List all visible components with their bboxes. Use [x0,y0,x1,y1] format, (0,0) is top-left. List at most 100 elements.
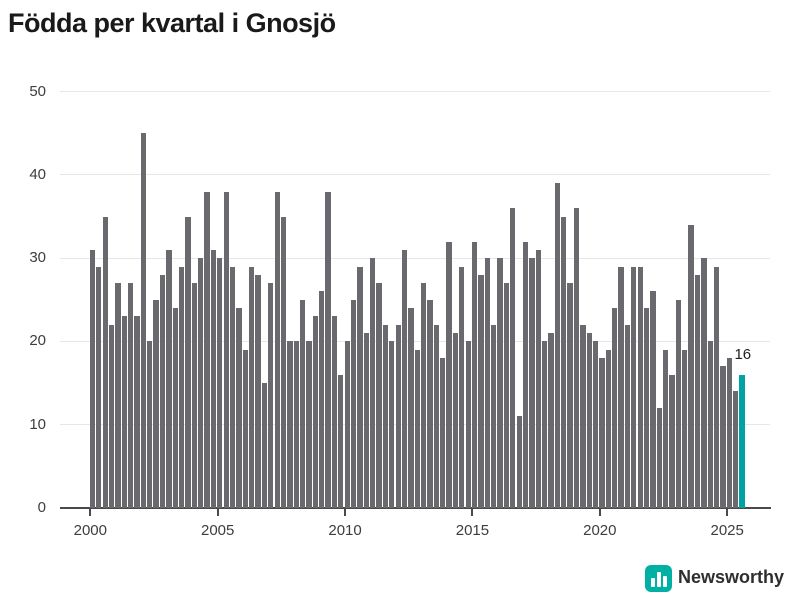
bar-quarter [280,216,287,508]
bar-quarter [656,408,662,508]
gridline-50 [60,91,770,93]
bar-quarter [433,324,440,508]
bar-quarter [548,333,554,508]
bar-quarter [172,308,178,508]
bar-quarter [561,216,567,508]
bar-quarter [325,191,331,508]
y-axis-label-20: 20 [29,332,46,350]
bar-quarter [713,266,720,508]
x-axis-line [60,507,771,509]
bar-quarter [89,249,96,508]
bar-quarter [414,349,420,508]
bar-quarter [675,299,682,508]
bar-quarter [236,308,242,508]
chart-title: Födda per kvartal i Gnosjö [8,8,336,38]
bar-quarter [586,333,592,508]
bar-quarter [446,241,452,508]
bar-quarter [191,283,197,508]
bar-quarter [733,391,739,508]
bar-quarter [465,341,471,508]
bar-quarter [592,341,599,508]
bar-quarter [338,374,344,508]
logo-bar-glyph [657,572,661,587]
bar-quarter [624,324,631,508]
bar-quarter [140,133,147,508]
bar-quarter [96,266,102,508]
bar-quarter [688,224,694,508]
x-axis-tick-2005 [216,509,219,516]
bar-quarter [440,358,446,508]
bar-quarter [128,283,134,508]
bar-quarter [522,241,529,508]
bar-quarter [134,316,140,508]
x-axis-tick-2015 [471,509,474,516]
gridline-20 [60,340,770,342]
bar-quarter [535,249,541,508]
bar-quarter [389,341,395,508]
bar-quarter [471,241,478,508]
bar-quarter [185,216,191,508]
bar-quarter [427,299,433,508]
bar-quarter [102,216,108,508]
bar-quarter [567,283,573,508]
y-axis-label-50: 50 [29,82,46,100]
logo-bar-glyph [651,578,655,587]
newsworthy-logo[interactable]: Newsworthy [645,564,795,594]
bar-quarter [159,274,166,508]
newsworthy-logo-icon [645,565,672,592]
bar-quarter [408,308,414,508]
bar-quarter [529,258,535,508]
last-value-annotation: 16 [734,345,752,363]
bar-quarter [497,258,503,508]
bar-quarter [510,208,516,508]
x-axis-label-2010: 2010 [328,522,362,539]
bar-quarter [484,258,490,508]
bar-quarter [554,183,561,508]
bar-quarter [503,283,510,508]
y-axis-label-40: 40 [29,165,46,183]
bar-quarter [344,341,350,508]
bar-quarter [669,374,675,508]
bar-quarter [370,258,376,508]
bar-quarter [605,349,611,508]
bar-quarter [401,249,408,508]
x-axis-tick-2000 [89,509,92,516]
logo-bar-glyph [663,576,667,587]
x-axis-label-2015: 2015 [455,522,490,539]
bar-quarter [350,299,357,508]
bar-quarter [147,341,153,508]
bar-quarter [121,316,127,508]
bar-quarter [287,341,293,508]
bar-quarter [726,358,732,508]
bar-quarter [108,324,115,508]
bar-quarter [115,283,121,508]
bar-quarter [357,266,363,508]
bar-quarter [491,324,497,508]
bar-quarter [242,349,248,508]
bar-quarter [694,274,701,508]
bar-quarter [707,341,713,508]
newsworthy-logo-text: Newsworthy [678,567,785,587]
bar-quarter [478,274,484,508]
bar-quarter [255,274,261,508]
bar-quarter [249,266,255,508]
bar-quarter [618,266,624,508]
bar-quarter [420,283,427,508]
x-axis-tick-2010 [344,509,347,516]
bar-quarter [229,266,236,508]
y-axis-label-10: 10 [29,415,46,433]
bar-quarter [395,324,401,508]
bar-quarter [382,324,389,508]
bar-quarter [363,333,369,508]
bar-quarter [720,366,726,508]
bar-quarter [516,416,522,508]
bar-quarter [153,299,159,508]
bar-quarter [541,341,548,508]
bar-quarter [268,283,274,508]
gridline-30 [60,257,770,259]
bar-quarter [663,349,669,508]
bar-quarter [261,383,268,508]
x-axis-tick-2020 [598,509,601,516]
y-axis-label-30: 30 [29,249,46,267]
